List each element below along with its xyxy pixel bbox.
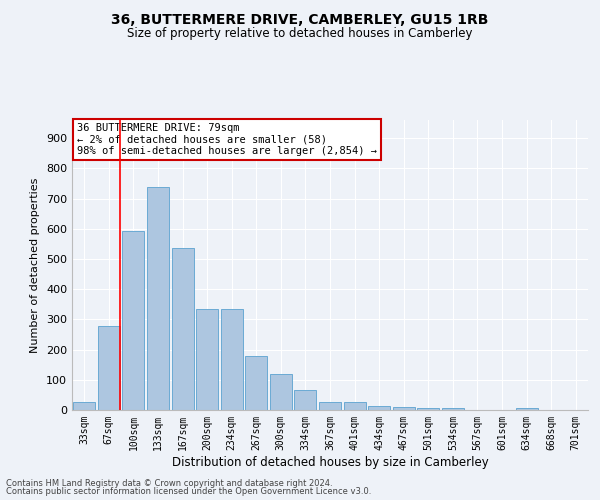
X-axis label: Distribution of detached houses by size in Camberley: Distribution of detached houses by size … <box>172 456 488 468</box>
Bar <box>147 187 169 410</box>
Bar <box>98 326 120 410</box>
Bar <box>172 248 194 410</box>
Bar <box>319 402 341 410</box>
Bar <box>196 309 218 410</box>
Bar <box>270 374 292 410</box>
Text: 36 BUTTERMERE DRIVE: 79sqm
← 2% of detached houses are smaller (58)
98% of semi-: 36 BUTTERMERE DRIVE: 79sqm ← 2% of detac… <box>77 123 377 156</box>
Y-axis label: Number of detached properties: Number of detached properties <box>31 178 40 352</box>
Text: Size of property relative to detached houses in Camberley: Size of property relative to detached ho… <box>127 28 473 40</box>
Bar <box>442 408 464 410</box>
Text: Contains public sector information licensed under the Open Government Licence v3: Contains public sector information licen… <box>6 487 371 496</box>
Bar <box>368 406 390 410</box>
Bar <box>344 402 365 410</box>
Text: 36, BUTTERMERE DRIVE, CAMBERLEY, GU15 1RB: 36, BUTTERMERE DRIVE, CAMBERLEY, GU15 1R… <box>112 12 488 26</box>
Bar <box>295 390 316 410</box>
Bar <box>515 408 538 410</box>
Bar <box>221 309 243 410</box>
Bar <box>73 402 95 410</box>
Bar <box>122 231 145 410</box>
Bar <box>417 408 439 410</box>
Bar <box>245 356 268 410</box>
Text: Contains HM Land Registry data © Crown copyright and database right 2024.: Contains HM Land Registry data © Crown c… <box>6 478 332 488</box>
Bar <box>392 407 415 410</box>
